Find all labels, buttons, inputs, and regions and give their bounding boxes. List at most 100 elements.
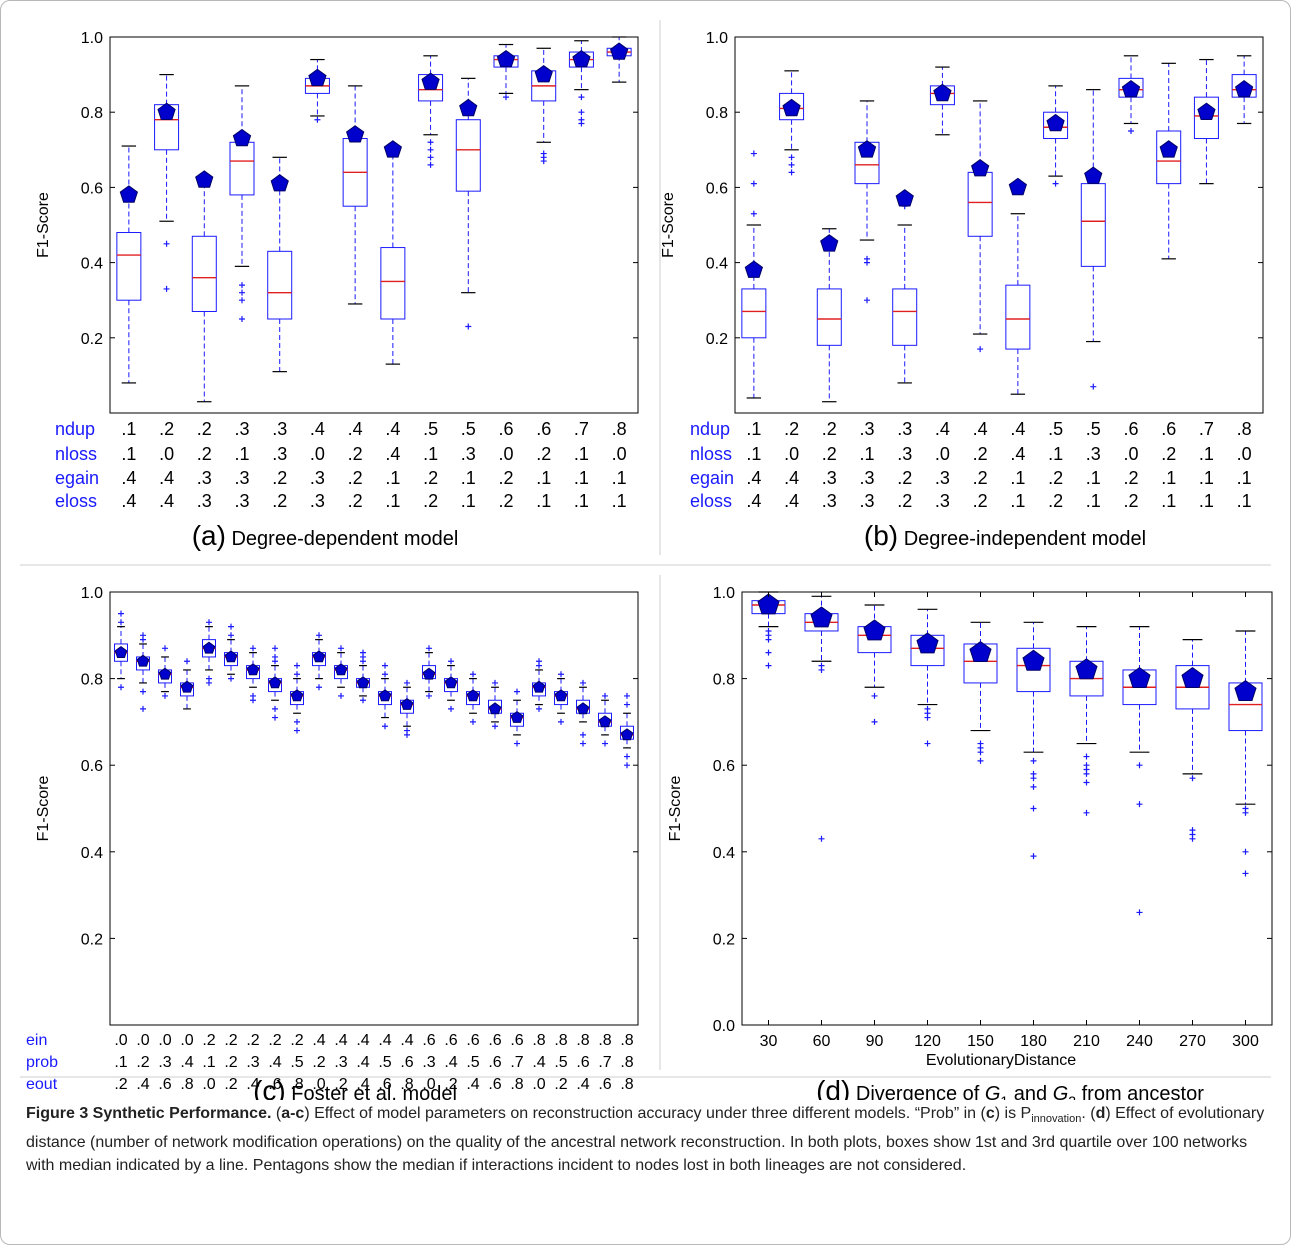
box-iqr — [967, 171, 993, 237]
box-iqr — [229, 141, 255, 196]
outlier-point — [382, 671, 388, 678]
pentagon-marker — [572, 49, 591, 68]
outlier-point — [118, 619, 124, 626]
outlier-point — [239, 282, 245, 289]
param-value: .1 — [1199, 491, 1214, 511]
pentagon-marker — [1008, 177, 1027, 196]
pentagon-marker — [532, 680, 546, 693]
panel-caption-text: Divergence of — [850, 1083, 985, 1100]
box-iqr — [816, 288, 842, 346]
outlier-point — [788, 169, 795, 176]
param-value: .8 — [532, 1032, 545, 1049]
outlier-point — [1242, 805, 1249, 812]
param-value: .4 — [784, 468, 799, 488]
y-tick-label: 1.0 — [706, 30, 728, 47]
param-value: .2 — [224, 1076, 237, 1093]
param-value: .3 — [897, 419, 912, 439]
pentagon-marker — [224, 650, 238, 663]
outlier-point — [558, 718, 564, 725]
param-value: .5 — [423, 419, 438, 439]
panel-caption-g: G — [1053, 1083, 1069, 1100]
box-iqr — [191, 235, 217, 312]
y-tick-label: 0.4 — [706, 256, 728, 273]
outlier-point — [1136, 801, 1143, 808]
box-iqr — [267, 250, 293, 320]
plot-area-frame — [109, 36, 639, 414]
outlier-point — [140, 705, 146, 712]
param-value: .6 — [576, 1054, 589, 1071]
param-value: .1 — [121, 419, 136, 439]
pentagon-marker — [158, 667, 172, 680]
outlier-point — [163, 285, 170, 292]
param-value: .8 — [290, 1076, 303, 1093]
param-value: .4 — [334, 1032, 347, 1049]
outlier-point — [624, 762, 630, 769]
pentagon-marker — [576, 702, 590, 715]
outlier-point — [514, 740, 520, 747]
param-value: .2 — [536, 444, 551, 464]
outlier-point — [977, 346, 984, 353]
pentagon-marker — [421, 72, 440, 90]
panel-caption: (a) Degree-dependent model — [192, 520, 459, 551]
outlier-point — [1083, 809, 1090, 816]
pentagon-marker — [1181, 666, 1204, 688]
outlier-point — [578, 116, 585, 123]
x-tick-label: 180 — [1020, 1033, 1047, 1050]
y-axis-label: F1-Score — [660, 192, 677, 258]
outlier-point — [427, 139, 434, 146]
param-value: .3 — [461, 444, 476, 464]
outlier-point — [864, 255, 870, 262]
outlier-point — [118, 610, 124, 617]
param-value: .3 — [310, 468, 325, 488]
param-value: .4 — [312, 1032, 325, 1049]
param-value: .6 — [488, 1076, 501, 1093]
param-value: .2 — [1123, 468, 1138, 488]
pentagon-marker — [620, 728, 634, 741]
y-tick-label: 0.8 — [81, 105, 103, 122]
y-axis-label: F1-Score — [667, 776, 684, 842]
outlier-point — [426, 645, 432, 652]
param-value: .1 — [574, 491, 589, 511]
outlier-point — [765, 649, 772, 656]
pentagon-marker — [232, 128, 252, 147]
param-row-label: nloss — [55, 444, 97, 464]
outlier-point — [465, 323, 472, 330]
outlier-point — [977, 757, 984, 764]
param-value: .1 — [1161, 468, 1176, 488]
outlier-point — [536, 705, 542, 712]
param-value: .1 — [114, 1054, 127, 1071]
outlier-point — [580, 731, 586, 738]
pentagon-marker — [1022, 649, 1045, 671]
param-value: .5 — [466, 1054, 479, 1071]
outlier-point — [250, 645, 256, 652]
pentagon-marker — [863, 619, 886, 641]
param-value: .1 — [461, 491, 476, 511]
pentagon-marker — [400, 697, 414, 710]
pentagon-marker — [334, 663, 348, 676]
param-value: .6 — [510, 1032, 523, 1049]
panel-caption: (d) Divergence of G1 and G2 from ancesto… — [816, 1075, 1204, 1100]
param-value: .0 — [114, 1032, 127, 1049]
x-tick-label: 90 — [866, 1033, 884, 1050]
pentagon-marker — [195, 170, 214, 188]
param-value: .1 — [202, 1054, 215, 1071]
pentagon-marker — [554, 689, 568, 702]
param-value: .4 — [121, 468, 136, 488]
param-row-label: eloss — [55, 491, 97, 511]
pentagon-marker — [810, 606, 833, 628]
pentagon-marker — [356, 676, 370, 689]
outlier-point — [338, 692, 344, 699]
param-value: .0 — [158, 1032, 171, 1049]
param-value: .0 — [498, 444, 513, 464]
outlier-point — [578, 109, 585, 116]
param-value: .1 — [121, 444, 136, 464]
y-tick-label: 0.6 — [81, 180, 103, 197]
box-iqr — [455, 119, 481, 192]
plot-area-frame — [741, 591, 1273, 1026]
param-value: .4 — [268, 1054, 281, 1071]
outlier-point — [228, 632, 234, 639]
param-value: .3 — [859, 468, 874, 488]
param-value: .4 — [973, 419, 988, 439]
pentagon-marker — [820, 234, 839, 252]
outlier-point — [1136, 909, 1143, 916]
